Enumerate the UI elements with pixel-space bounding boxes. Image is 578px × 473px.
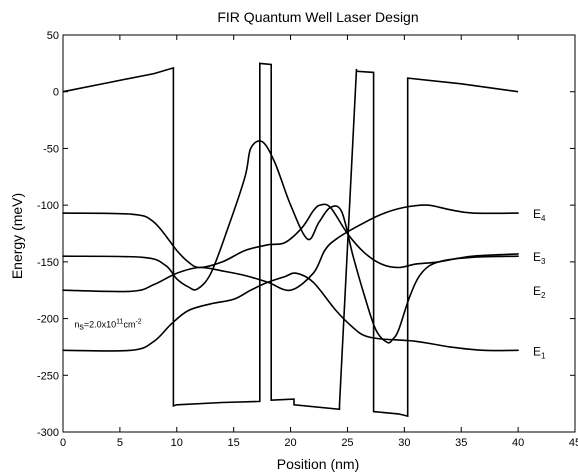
y-tick-label: -200 <box>37 314 59 326</box>
wavefunction-curve-4 <box>63 273 518 351</box>
energy-level-labels: E4 E3 E2 E1 <box>533 207 546 360</box>
y-tick-label: -250 <box>37 370 59 382</box>
energy-level-label: E4 <box>533 207 546 223</box>
y-tick-label: -50 <box>43 143 59 155</box>
energy-level-label: E2 <box>533 284 546 300</box>
x-tick-label: 5 <box>117 437 123 449</box>
plot-frame <box>63 35 575 432</box>
y-tick-label: -300 <box>37 427 59 439</box>
x-tick-label: 20 <box>284 437 296 449</box>
y-tick-label: 0 <box>53 87 59 99</box>
x-tick-label: 15 <box>228 437 240 449</box>
sheet-density-annotation: ns=2.0x1011cm-2 <box>74 319 141 332</box>
energy-level-label: E1 <box>533 344 546 360</box>
y-axis-title: Energy (meV) <box>9 193 25 279</box>
y-tick-label: -150 <box>37 257 59 269</box>
plot-border <box>63 35 575 432</box>
x-tick-label: 25 <box>341 437 353 449</box>
wavefunction-curve-3 <box>63 205 518 292</box>
x-tick-label: 40 <box>512 437 524 449</box>
x-tick-label: 30 <box>398 437 410 449</box>
y-tick-label: 50 <box>47 30 59 42</box>
chart-title: FIR Quantum Well Laser Design <box>217 9 418 25</box>
sheet-density-label: ns=2.0x1011cm-2 <box>74 319 141 332</box>
x-tick-label: 10 <box>171 437 183 449</box>
y-tick-label: -100 <box>37 200 59 212</box>
wavefunction-curve-1 <box>63 141 518 343</box>
x-tick-label: 0 <box>60 437 66 449</box>
wavefunction-curve-2 <box>63 204 518 267</box>
energy-level-label: E3 <box>533 250 546 266</box>
x-axis-ticks: 0 5 10 15 20 25 30 35 40 45 <box>60 35 578 449</box>
y-axis-ticks: 50 0 -50 -100 -150 -200 -250 -300 <box>37 30 575 439</box>
x-axis-title: Position (nm) <box>277 456 359 472</box>
x-tick-label: 45 <box>569 437 578 449</box>
x-tick-label: 35 <box>455 437 467 449</box>
